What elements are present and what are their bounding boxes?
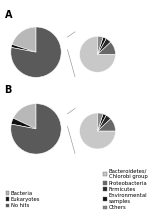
Wedge shape <box>98 119 116 131</box>
Wedge shape <box>98 36 103 54</box>
Wedge shape <box>80 113 116 149</box>
Wedge shape <box>11 104 61 154</box>
Wedge shape <box>98 39 111 54</box>
Wedge shape <box>98 115 111 131</box>
Text: A: A <box>4 10 12 20</box>
Legend: Bacteroidetes/
Chlorobi group, Proteobacteria, Firmicutes, Environmental
samples: Bacteroidetes/ Chlorobi group, Proteobac… <box>103 168 147 210</box>
Wedge shape <box>11 118 36 129</box>
Wedge shape <box>98 42 116 54</box>
Wedge shape <box>80 36 116 72</box>
Wedge shape <box>98 113 103 131</box>
Text: B: B <box>4 85 12 95</box>
Wedge shape <box>13 104 36 129</box>
Wedge shape <box>12 27 36 52</box>
Legend: Bacteria, Eukaryotes, No hits: Bacteria, Eukaryotes, No hits <box>6 191 40 208</box>
Wedge shape <box>98 37 106 54</box>
Wedge shape <box>11 27 61 77</box>
Wedge shape <box>98 114 106 131</box>
Wedge shape <box>11 44 36 52</box>
